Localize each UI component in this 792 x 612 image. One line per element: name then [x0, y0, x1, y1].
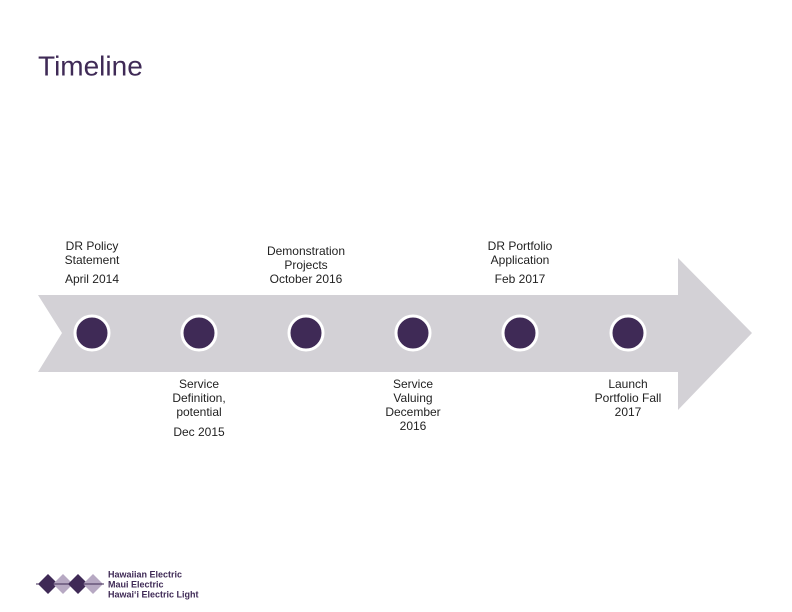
milestone-label: Service — [393, 377, 433, 391]
milestone-label: Projects — [284, 258, 327, 272]
milestone-dot — [501, 314, 539, 352]
milestone-dot — [394, 314, 432, 352]
milestone-label: Demonstration — [267, 244, 345, 258]
milestone-date: Feb 2017 — [495, 272, 546, 286]
logo: Hawaiian Electric Maui Electric Hawai‘i … — [36, 569, 199, 599]
milestone-dot — [180, 314, 218, 352]
milestone-label: potential — [176, 405, 221, 419]
milestone-label: Definition, — [172, 391, 225, 405]
logo-text: Hawaiian Electric — [108, 569, 182, 579]
milestone-label: Service — [179, 377, 219, 391]
milestone-date: Dec 2015 — [173, 425, 225, 439]
milestone-label: DR Portfolio — [488, 239, 553, 253]
milestone-dot — [609, 314, 647, 352]
milestone-label: Statement — [65, 253, 120, 267]
slide-title: Timeline — [38, 50, 143, 81]
milestone-dots — [73, 314, 647, 352]
milestone-dot — [287, 314, 325, 352]
milestone-label: 2017 — [615, 405, 642, 419]
milestone-label: Launch — [608, 377, 647, 391]
milestone-label: DR Policy — [66, 239, 119, 253]
milestone-label: 2016 — [400, 419, 427, 433]
milestone-label: Valuing — [393, 391, 432, 405]
logo-text: Hawai‘i Electric Light — [108, 589, 199, 599]
milestone-label: Portfolio Fall — [595, 391, 662, 405]
milestone-dot — [73, 314, 111, 352]
logo-text: Maui Electric — [108, 579, 164, 589]
milestone-label: December — [385, 405, 440, 419]
milestone-date: April 2014 — [65, 272, 119, 286]
milestone-label: Application — [491, 253, 550, 267]
milestone-label: October 2016 — [270, 272, 343, 286]
